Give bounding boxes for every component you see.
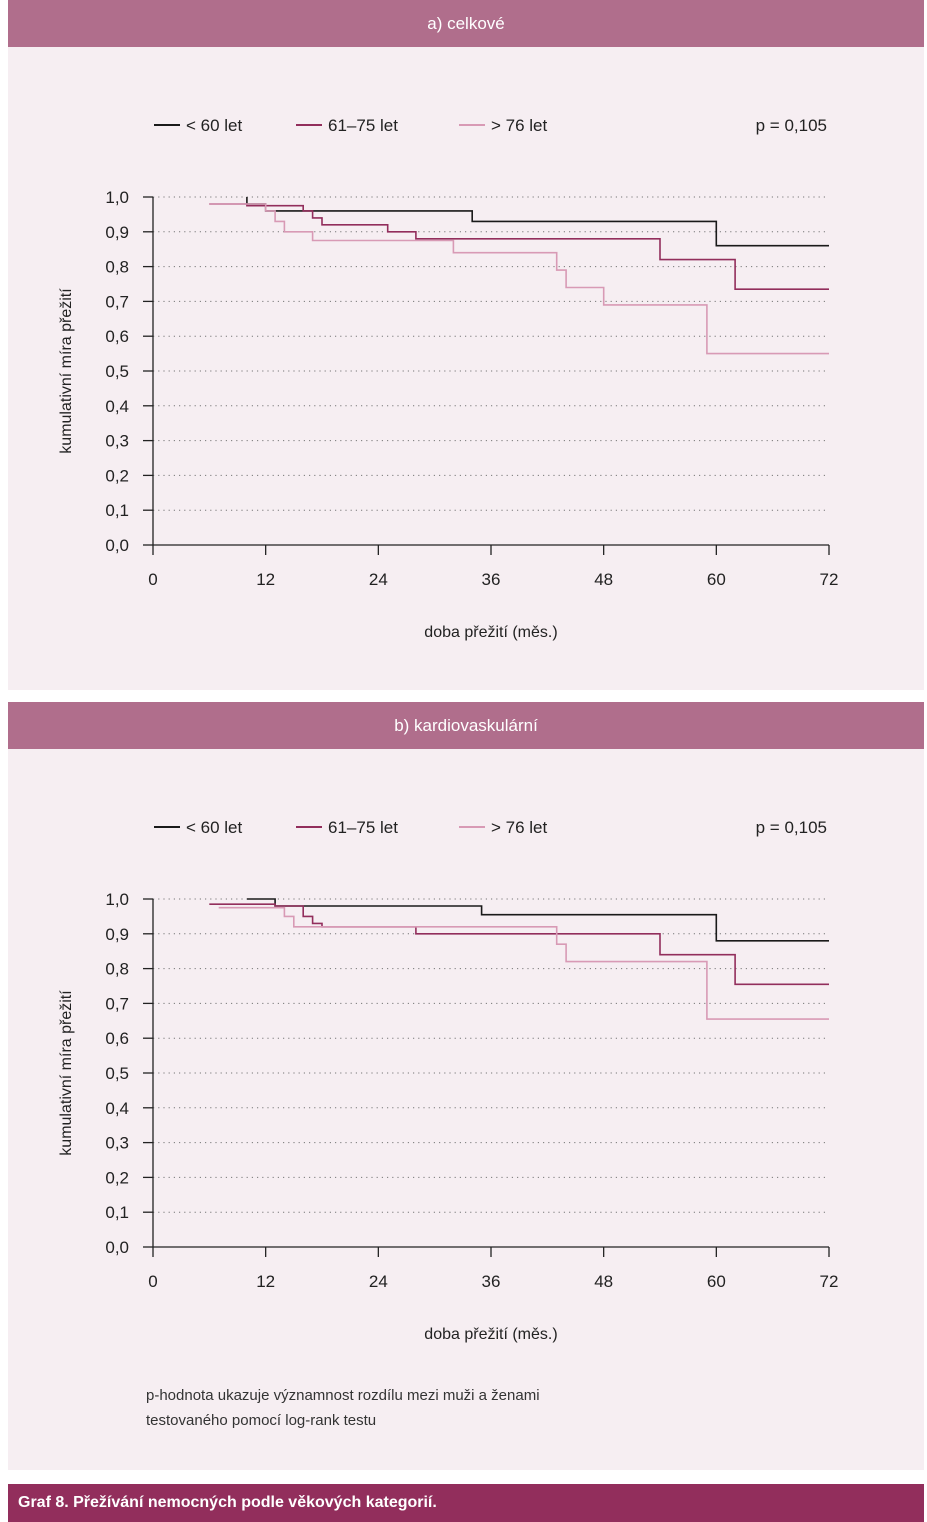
legend-label: > 76 let: [491, 116, 548, 135]
y-tick-label: 0,2: [105, 1168, 129, 1187]
x-tick-label: 60: [707, 570, 726, 589]
y-tick-label: 0,7: [105, 292, 129, 311]
x-tick-label: 72: [820, 570, 839, 589]
y-axis-title: kumulativní míra přežití: [58, 990, 75, 1156]
p-value-note: p-hodnota ukazuje významnost rozdílu mez…: [146, 1383, 746, 1433]
y-axis-title: kumulativní míra přežití: [58, 288, 75, 454]
y-tick-label: 0,5: [105, 1064, 129, 1083]
panel-title: a) celkové: [8, 0, 924, 47]
legend-label: < 60 let: [186, 818, 243, 837]
y-tick-label: 0,3: [105, 432, 129, 451]
x-axis-title: doba přežití (měs.): [424, 1326, 557, 1343]
x-axis-title: doba přežití (měs.): [424, 624, 557, 641]
series-line-2: [209, 903, 829, 986]
figure-caption: Graf 8. Přežívání nemocných podle věkový…: [8, 1484, 924, 1522]
x-tick-label: 24: [369, 570, 388, 589]
series-line-1: [246, 898, 829, 942]
y-tick-label: 0,3: [105, 1134, 129, 1153]
series-line-3: [209, 203, 829, 355]
series-line-3: [218, 906, 829, 1020]
x-tick-label: 36: [482, 1272, 501, 1291]
legend-label: 61–75 let: [328, 116, 398, 135]
y-tick-label: 0,2: [105, 466, 129, 485]
note-line-2: testovaného pomocí log-rank testu: [146, 1412, 377, 1429]
y-tick-label: 0,8: [105, 960, 129, 979]
y-tick-label: 0,4: [105, 1099, 129, 1118]
y-tick-label: 0,6: [105, 327, 129, 346]
y-tick-label: 0,1: [105, 501, 129, 520]
x-tick-label: 0: [148, 570, 157, 589]
p-value-annotation: p = 0,105: [756, 818, 827, 837]
note-line-1: p-hodnota ukazuje významnost rozdílu mez…: [146, 1387, 540, 1404]
y-tick-label: 0,1: [105, 1203, 129, 1222]
x-tick-label: 0: [148, 1272, 157, 1291]
y-tick-label: 1,0: [105, 188, 129, 207]
x-tick-label: 60: [707, 1272, 726, 1291]
panel-cardiovascular: b) kardiovaskulární 0,0 0,1 0,2 0,3 0,4 0,5 0,…: [8, 702, 924, 1470]
y-tick-label: 0,8: [105, 258, 129, 277]
y-tick-label: 0,9: [105, 925, 129, 944]
y-tick-label: 0,0: [105, 536, 129, 555]
x-tick-label: 12: [256, 1272, 275, 1291]
p-value-annotation: p = 0,105: [756, 116, 827, 135]
legend-label: > 76 let: [491, 818, 548, 837]
y-tick-label: 0,4: [105, 397, 129, 416]
x-tick-label: 24: [369, 1272, 388, 1291]
series-line-2: [209, 203, 829, 290]
y-tick-label: 0,9: [105, 223, 129, 242]
y-tick-label: 1,0: [105, 890, 129, 909]
x-tick-label: 12: [256, 570, 275, 589]
x-tick-label: 48: [594, 570, 613, 589]
panel-title: b) kardiovaskulární: [8, 702, 924, 749]
legend-label: 61–75 let: [328, 818, 398, 837]
x-tick-label: 48: [594, 1272, 613, 1291]
survival-chart-overall: 0,0 0,1 0,2 0,3 0,4 0,5 0,6 0,7 0,8 0,9 1,0 0 12 24 36…: [58, 116, 839, 641]
panel-overall: a) celkové 0,0 0,1 0,2 0,3 0,4 0,5 0,6 0,7 0,8 0,…: [8, 0, 924, 690]
survival-chart-cardiovascular: 0,0 0,1 0,2 0,3 0,4 0,5 0,6 0,7 0,8 0,9 1,0 0 12 24 36…: [58, 818, 839, 1343]
x-tick-label: 36: [482, 570, 501, 589]
y-tick-label: 0,6: [105, 1029, 129, 1048]
y-tick-label: 0,7: [105, 994, 129, 1013]
y-tick-label: 0,5: [105, 362, 129, 381]
y-tick-label: 0,0: [105, 1238, 129, 1257]
legend-label: < 60 let: [186, 116, 243, 135]
x-tick-label: 72: [820, 1272, 839, 1291]
